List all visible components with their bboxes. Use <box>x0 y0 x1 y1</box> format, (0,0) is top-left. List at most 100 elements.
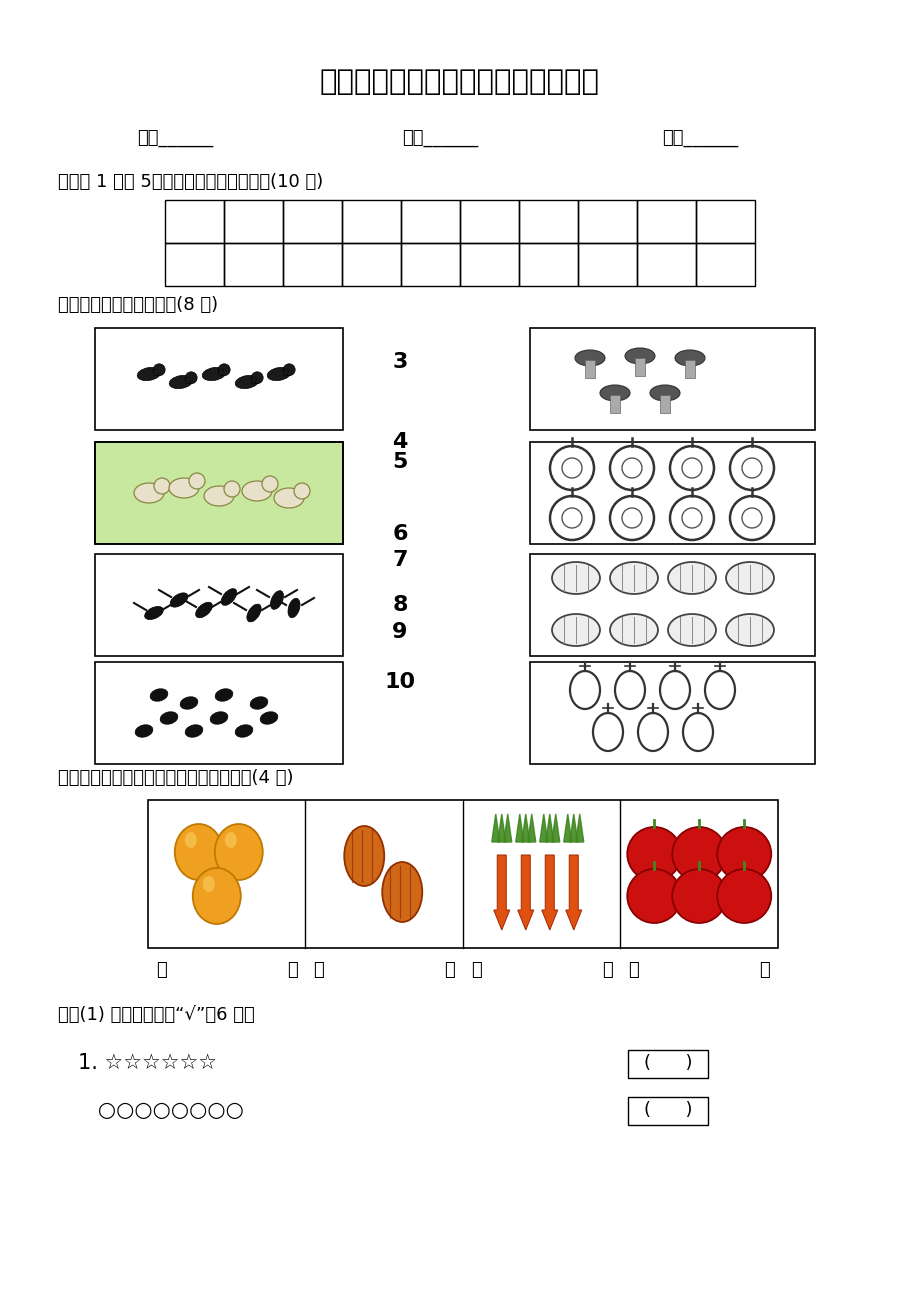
Circle shape <box>185 372 197 384</box>
Bar <box>148 799 777 948</box>
Ellipse shape <box>153 370 158 375</box>
Ellipse shape <box>274 488 303 508</box>
Ellipse shape <box>221 589 236 605</box>
Bar <box>342 201 401 243</box>
Bar <box>223 243 283 286</box>
Ellipse shape <box>210 712 228 724</box>
Ellipse shape <box>381 862 422 922</box>
Bar <box>95 328 343 430</box>
Polygon shape <box>545 814 553 842</box>
Ellipse shape <box>170 592 187 607</box>
Polygon shape <box>528 814 535 842</box>
Bar <box>577 243 636 286</box>
Bar <box>518 243 577 286</box>
Ellipse shape <box>185 725 202 737</box>
Polygon shape <box>492 814 499 842</box>
Text: 班级______: 班级______ <box>137 129 213 147</box>
Circle shape <box>188 473 205 490</box>
Text: 3: 3 <box>391 352 407 372</box>
Bar <box>95 661 343 764</box>
Text: ）: ） <box>287 961 297 979</box>
Text: 三、数一数，用自己喜欢的方法画一画。(4 分): 三、数一数，用自己喜欢的方法画一画。(4 分) <box>58 769 293 786</box>
Circle shape <box>717 827 770 881</box>
Ellipse shape <box>185 378 190 383</box>
Ellipse shape <box>160 712 177 724</box>
Bar <box>96 443 342 543</box>
Text: 10: 10 <box>384 672 415 691</box>
Text: 9: 9 <box>391 622 407 642</box>
Text: （: （ <box>471 961 482 979</box>
Text: ）: ） <box>758 961 769 979</box>
Ellipse shape <box>675 350 704 366</box>
Ellipse shape <box>551 562 599 594</box>
Ellipse shape <box>624 348 654 365</box>
Text: 6: 6 <box>391 523 407 544</box>
Text: （: （ <box>628 961 639 979</box>
Bar <box>577 201 636 243</box>
Bar <box>529 441 814 544</box>
Text: 8: 8 <box>391 595 407 615</box>
Ellipse shape <box>344 825 384 885</box>
Bar <box>636 201 696 243</box>
Polygon shape <box>551 814 559 842</box>
Bar <box>460 201 518 243</box>
Bar <box>696 243 754 286</box>
Text: (      ): ( ) <box>643 1101 691 1118</box>
Bar <box>460 243 518 286</box>
Bar <box>95 553 343 656</box>
Bar <box>529 328 814 430</box>
Bar <box>696 201 754 243</box>
Text: 一、从 1 写到 5，看谁写得认真、漂亮。(10 分): 一、从 1 写到 5，看谁写得认真、漂亮。(10 分) <box>58 173 323 191</box>
Ellipse shape <box>235 725 253 737</box>
Ellipse shape <box>196 603 212 617</box>
Bar <box>636 243 696 286</box>
Bar <box>401 243 460 286</box>
Text: （: （ <box>156 961 166 979</box>
Polygon shape <box>563 814 571 842</box>
Ellipse shape <box>283 370 288 375</box>
Text: 1. ☆☆☆☆☆☆: 1. ☆☆☆☆☆☆ <box>78 1053 217 1073</box>
Bar <box>584 359 595 378</box>
Bar <box>401 201 460 243</box>
Ellipse shape <box>185 832 197 848</box>
Text: 二、先数一数，再连线。(8 分): 二、先数一数，再连线。(8 分) <box>58 296 218 314</box>
Text: ）: ） <box>601 961 612 979</box>
Text: 四、(1) 在多的后面画“√”（6 分）: 四、(1) 在多的后面画“√”（6 分） <box>58 1006 255 1023</box>
Ellipse shape <box>667 562 715 594</box>
Bar <box>95 441 343 544</box>
Text: 成绩______: 成绩______ <box>661 129 737 147</box>
Ellipse shape <box>725 615 773 646</box>
Text: 7: 7 <box>391 549 407 570</box>
FancyArrow shape <box>494 855 509 930</box>
Polygon shape <box>521 814 529 842</box>
Text: 5: 5 <box>391 452 407 473</box>
Circle shape <box>153 363 165 376</box>
Bar <box>95 441 343 544</box>
Circle shape <box>153 478 170 493</box>
Polygon shape <box>575 814 584 842</box>
Ellipse shape <box>235 375 258 388</box>
Ellipse shape <box>215 689 233 702</box>
Circle shape <box>251 372 263 384</box>
Bar <box>283 243 342 286</box>
Text: 4: 4 <box>391 432 407 452</box>
Circle shape <box>262 477 278 492</box>
FancyArrow shape <box>565 855 581 930</box>
Ellipse shape <box>175 824 222 880</box>
Bar <box>342 243 401 286</box>
Ellipse shape <box>144 607 164 620</box>
Ellipse shape <box>667 615 715 646</box>
Polygon shape <box>516 814 523 842</box>
Text: 光谷三小一年级数学学情反馈（一）: 光谷三小一年级数学学情反馈（一） <box>320 68 599 96</box>
Bar <box>529 553 814 656</box>
Bar <box>609 395 619 413</box>
Ellipse shape <box>246 604 261 622</box>
Ellipse shape <box>574 350 605 366</box>
Circle shape <box>627 827 680 881</box>
Circle shape <box>672 827 725 881</box>
Bar <box>223 201 283 243</box>
Bar <box>283 201 342 243</box>
Ellipse shape <box>260 712 278 724</box>
Circle shape <box>294 483 310 499</box>
FancyArrow shape <box>541 855 557 930</box>
